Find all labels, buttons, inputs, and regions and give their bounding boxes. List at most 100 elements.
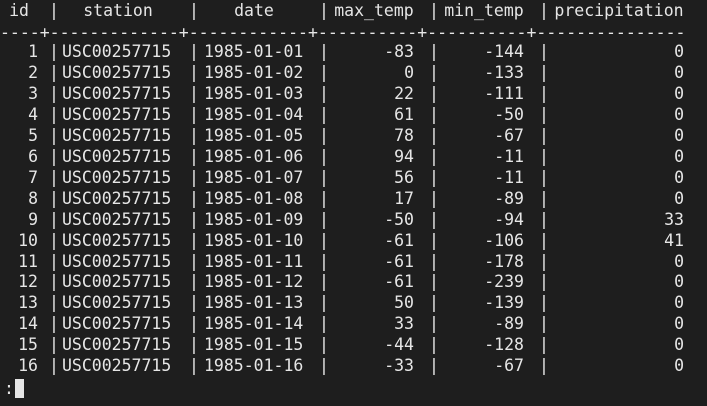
column-separator: | [429,252,439,271]
column-header-max-temp: max_temp [334,1,414,20]
column-separator: | [189,63,199,82]
cell-precipitation: 0 [674,189,684,208]
cell-date: 1985-01-09 [204,210,304,229]
column-separator: | [319,252,329,271]
pager-prompt[interactable]: : [4,377,24,399]
column-separator: | [49,272,59,291]
cell-min-temp: -178 [484,252,524,271]
cell-precipitation: 0 [674,252,684,271]
cell-id: 12 [18,272,38,291]
cell-date: 1985-01-16 [204,356,304,375]
column-separator: | [319,147,329,166]
column-separator: | [319,1,329,20]
column-separator: | [189,105,199,124]
column-separator: | [429,147,439,166]
table-row: 9 USC00257715 1985-01-09 -50 -94 33 | | | | | [0,209,707,230]
column-separator: | [49,84,59,103]
cell-station: USC00257715 [62,147,172,166]
table-row: 2 USC00257715 1985-01-02 0 -133 0 | | | | | [0,62,707,83]
cell-id: 15 [18,335,38,354]
cell-max-temp: 56 [394,168,414,187]
column-separator: | [319,335,329,354]
cell-id: 2 [28,63,38,82]
cell-min-temp: -133 [484,63,524,82]
column-separator: | [189,272,199,291]
column-separator: | [49,168,59,187]
cell-min-temp: -111 [484,84,524,103]
cell-station: USC00257715 [62,252,172,271]
cell-min-temp: -50 [494,105,524,124]
column-separator: | [319,84,329,103]
cell-precipitation: 0 [674,314,684,333]
column-separator: | [539,356,549,375]
column-separator: | [49,293,59,312]
cell-precipitation: 41 [664,231,684,250]
column-separator: | [539,335,549,354]
table-row: 1 USC00257715 1985-01-01 -83 -144 0 | | | | | [0,41,707,62]
cell-min-temp: -239 [484,272,524,291]
column-separator: | [49,63,59,82]
column-separator: | [189,189,199,208]
cell-date: 1985-01-07 [204,168,304,187]
column-separator: | [189,335,199,354]
cell-max-temp: -61 [384,231,414,250]
column-separator: | [189,126,199,145]
column-separator: | [429,189,439,208]
cell-precipitation: 0 [674,147,684,166]
column-separator: | [189,293,199,312]
cell-date: 1985-01-06 [204,147,304,166]
cell-station: USC00257715 [62,293,172,312]
column-separator: | [189,210,199,229]
column-separator: | [429,1,439,20]
cell-min-temp: -11 [494,147,524,166]
cell-min-temp: -106 [484,231,524,250]
column-separator: | [49,314,59,333]
column-separator: | [539,147,549,166]
table-row: 5 USC00257715 1985-01-05 78 -67 0 | | | | | [0,125,707,146]
table-row: 4 USC00257715 1985-01-04 61 -50 0 | | | | | [0,104,707,125]
column-separator: | [539,84,549,103]
column-separator: | [189,231,199,250]
cell-id: 9 [28,210,38,229]
cell-date: 1985-01-02 [204,63,304,82]
cell-id: 16 [18,356,38,375]
column-separator: | [539,252,549,271]
column-separator: | [429,210,439,229]
cell-max-temp: -61 [384,272,414,291]
table-row: 11 USC00257715 1985-01-11 -61 -178 0 | | | | | [0,251,707,272]
column-separator: | [49,1,59,20]
column-separator: | [49,210,59,229]
table-row: 7 USC00257715 1985-01-07 56 -11 0 | | | | | [0,167,707,188]
column-header-id: id [9,1,29,20]
cell-max-temp: 50 [394,293,414,312]
cell-station: USC00257715 [62,189,172,208]
cell-id: 10 [18,231,38,250]
cell-min-temp: -67 [494,356,524,375]
column-separator: | [319,63,329,82]
cell-station: USC00257715 [62,335,172,354]
column-separator: | [319,105,329,124]
column-header-station: station [83,1,153,20]
cell-id: 6 [28,147,38,166]
column-separator: | [539,210,549,229]
column-separator: | [429,314,439,333]
table-header-row: id station date max_temp min_temp precipitati… [0,0,707,21]
cell-date: 1985-01-03 [204,84,304,103]
column-separator: | [539,189,549,208]
table-row: 13 USC00257715 1985-01-13 50 -139 0 | | | | | [0,292,707,313]
column-separator: | [49,147,59,166]
column-separator: | [539,168,549,187]
table-row: 6 USC00257715 1985-01-06 94 -11 0 | | | | | [0,146,707,167]
column-separator: | [539,105,549,124]
cell-precipitation: 33 [664,210,684,229]
cell-min-temp: -144 [484,42,524,61]
cell-station: USC00257715 [62,105,172,124]
column-separator: | [49,252,59,271]
column-separator: | [189,252,199,271]
cell-min-temp: -128 [484,335,524,354]
cell-id: 8 [28,189,38,208]
cell-max-temp: -44 [384,335,414,354]
column-separator: | [319,42,329,61]
cell-station: USC00257715 [62,210,172,229]
